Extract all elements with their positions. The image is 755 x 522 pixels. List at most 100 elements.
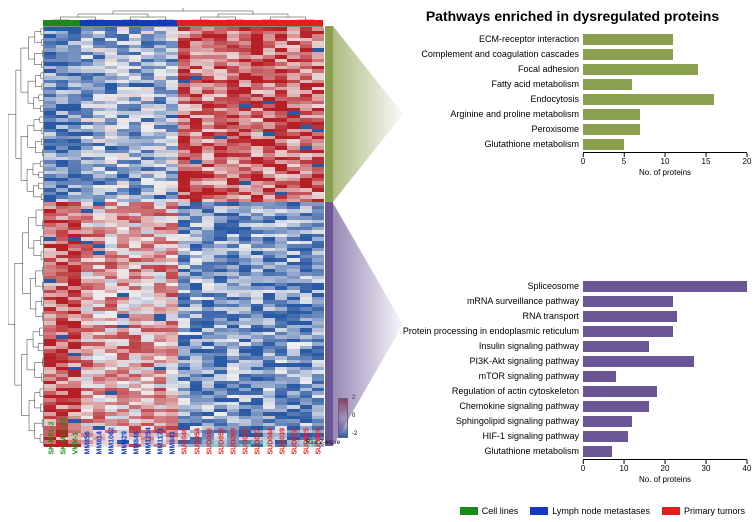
connector-top [333, 26, 403, 206]
bar-label: ECM-receptor interaction [398, 34, 583, 44]
bar [583, 296, 673, 307]
bar-label: Regulation of actin cytoskeleton [398, 386, 583, 396]
axis-tick: 40 [743, 460, 752, 473]
bar-label: mRNA surveillance pathway [398, 296, 583, 306]
bar [583, 49, 673, 60]
bar-row: mTOR signaling pathway [398, 369, 747, 383]
bar-row: PI3K-Akt signaling pathway [398, 354, 747, 368]
legend-item: Primary tumors [662, 506, 745, 516]
sample-label: SUD046 [182, 428, 189, 454]
bar [583, 64, 698, 75]
chart-axis: 010203040 [583, 459, 747, 475]
bar-label: Sphingolipid signaling pathway [398, 416, 583, 426]
bar-label: Fatty acid metabolism [398, 79, 583, 89]
bar [583, 446, 612, 457]
bar-row: Glutathione metabolism [398, 137, 747, 151]
bar [583, 401, 649, 412]
bar-label: mTOR signaling pathway [398, 371, 583, 381]
legend-label: Lymph node metastases [552, 506, 650, 516]
sample-label: MM846 [133, 431, 140, 454]
bar [583, 416, 632, 427]
bar [583, 326, 673, 337]
bar [583, 79, 632, 90]
bar-row: Arginine and proline metabolism [398, 107, 747, 121]
main-title: Pathways enriched in dysregulated protei… [398, 8, 747, 24]
sample-label: SUD068 [243, 428, 250, 454]
bar [583, 281, 747, 292]
axis-tick: 10 [661, 153, 670, 166]
sample-label: SUD044 [267, 428, 274, 454]
axis-tick: 5 [622, 153, 626, 166]
sample-label: SUD050 [218, 428, 225, 454]
axis-tick: 10 [620, 460, 629, 473]
sample-label: SUD069 [231, 428, 238, 454]
legend-swatch [530, 507, 548, 515]
axis-tick: 20 [661, 460, 670, 473]
axis-title: No. of proteins [583, 168, 747, 177]
row-group-bar [325, 26, 333, 446]
sample-label: MM1062 [109, 427, 116, 454]
bar-label: Arginine and proline metabolism [398, 109, 583, 119]
bar-label: Glutathione metabolism [398, 446, 583, 456]
sample-label: VMM-1 [72, 432, 79, 455]
bar-label: Insulin signaling pathway [398, 341, 583, 351]
legend-item: Cell lines [460, 506, 519, 516]
bar-row: Fatty acid metabolism [398, 77, 747, 91]
bar-row: mRNA surveillance pathway [398, 294, 747, 308]
sample-label: MM829 [121, 431, 128, 454]
sample-label: MM1171 [158, 428, 165, 455]
axis-tick: 30 [702, 460, 711, 473]
bar [583, 109, 640, 120]
sample-label: MM856 [85, 431, 92, 454]
bar-row: Glutathione metabolism [398, 444, 747, 458]
bar-row: ECM-receptor interaction [398, 32, 747, 46]
sample-label: SUD054 [194, 428, 201, 454]
bar-label: Peroxisome [398, 124, 583, 134]
sample-label: SK-MEL-2 [48, 421, 55, 454]
bar-row: Regulation of actin cytoskeleton [398, 384, 747, 398]
bar-row: Spliceosome [398, 279, 747, 293]
bar-label: PI3K-Akt signaling pathway [398, 356, 583, 366]
axis-title: No. of proteins [583, 475, 747, 484]
legend-item: Lymph node metastases [530, 506, 650, 516]
axis-tick: 0 [581, 153, 585, 166]
bar-row: Endocytosis [398, 92, 747, 106]
bar [583, 356, 694, 367]
sample-label: MM1254 [145, 427, 152, 454]
sample-label: MM814 [97, 431, 104, 454]
bar-label: Focal adhesion [398, 64, 583, 74]
bar-row: Focal adhesion [398, 62, 747, 76]
bar-row: HIF-1 signaling pathway [398, 429, 747, 443]
bar-row: Sphingolipid signaling pathway [398, 414, 747, 428]
legend-label: Cell lines [482, 506, 519, 516]
bar-row: Peroxisome [398, 122, 747, 136]
axis-tick: 0 [581, 460, 585, 473]
bar [583, 431, 628, 442]
bar-label: RNA transport [398, 311, 583, 321]
bar-row: Chemokine signaling pathway [398, 399, 747, 413]
heatmap-panel: SK-MEL-2SK-MEL-28VMM-1MM856MM814MM1062MM… [8, 8, 388, 514]
bar [583, 34, 673, 45]
row-dendrogram [8, 26, 43, 446]
sample-labels: SK-MEL-2SK-MEL-28VMM-1MM856MM814MM1062MM… [43, 449, 323, 509]
legend-swatch [460, 507, 478, 515]
legend: Cell lines Lymph node metastases Primary t… [460, 506, 745, 516]
sample-label: MM841 [170, 431, 177, 454]
heatmap [43, 26, 323, 446]
bar-label: Complement and coagulation cascades [398, 49, 583, 59]
bar-row: RNA transport [398, 309, 747, 323]
bar-label: Endocytosis [398, 94, 583, 104]
bar [583, 341, 649, 352]
sample-label: SUD048 [206, 428, 213, 454]
bar [583, 124, 640, 135]
connector-bottom [333, 203, 403, 448]
bar [583, 139, 624, 150]
bar [583, 311, 677, 322]
bar [583, 94, 714, 105]
top-bar-chart: ECM-receptor interaction Complement and c… [398, 32, 747, 177]
bar-label: HIF-1 signaling pathway [398, 431, 583, 441]
bottom-bar-chart: Spliceosome mRNA surveillance pathway RNA … [398, 279, 747, 484]
legend-swatch [662, 507, 680, 515]
bar [583, 386, 657, 397]
bar-row: Complement and coagulation cascades [398, 47, 747, 61]
